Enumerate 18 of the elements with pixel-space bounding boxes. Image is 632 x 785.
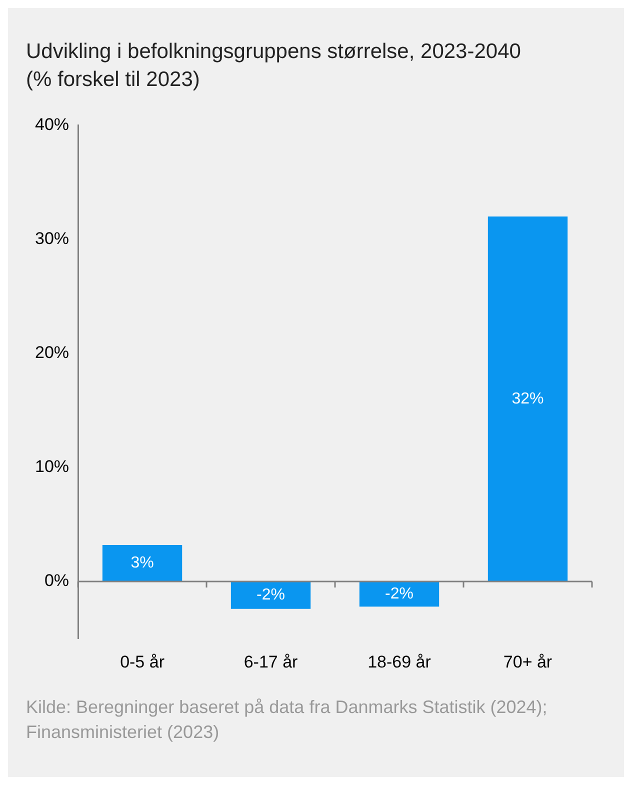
x-tick-label: 18-69 år (368, 652, 432, 672)
y-tick-label: 30% (34, 228, 70, 248)
data-label: -2% (256, 586, 285, 604)
data-label: -2% (385, 586, 414, 603)
x-tick-label: 6-17 år (244, 652, 298, 672)
x-tick-label: 70+ år (503, 652, 552, 672)
y-tick-label: 0% (44, 571, 70, 590)
chart-title: Udvikling i befolkningsgruppens størrelse, 2023-2040 (% forskel til 2023) (26, 39, 522, 93)
bar (102, 545, 182, 582)
y-tick-label: 40% (34, 114, 70, 134)
bar (488, 216, 568, 582)
data-label: 32% (512, 390, 544, 408)
data-label: 3% (130, 554, 154, 572)
y-tick-label: 20% (34, 343, 70, 362)
y-tick-label: 10% (34, 457, 70, 476)
bar (230, 582, 311, 609)
text: Kilde: Beregninger baseret på data fra Danmarks Statistik (2024); Finansministeriet (2023) (26, 696, 548, 744)
x-tick-label: 0-5 år (120, 652, 165, 672)
